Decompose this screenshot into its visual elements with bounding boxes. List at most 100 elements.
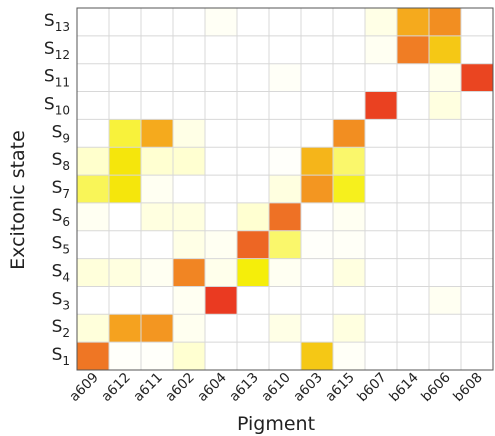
heatmap-cell-a604-S11 <box>205 63 237 92</box>
y-tick-label: S7 <box>52 178 70 201</box>
heatmap-cell-a612-S10 <box>109 91 141 120</box>
heatmap-cell-b607-S6 <box>365 202 397 231</box>
heatmap-cell-a603-S8 <box>301 147 333 176</box>
heatmap-cell-b606-S13 <box>429 8 461 36</box>
x-tick-label: a604 <box>194 370 229 405</box>
heatmap-cell-a611-S2 <box>141 314 173 343</box>
heatmap-cell-a604-S4 <box>205 258 237 287</box>
heatmap-cell-a610-S4 <box>269 258 301 287</box>
heatmap-cell-a615-S5 <box>333 230 365 259</box>
heatmap-cell-a604-S10 <box>205 91 237 120</box>
heatmap-cell-a609-S10 <box>77 91 109 120</box>
heatmap-cell-a603-S4 <box>301 258 333 287</box>
heatmap-cell-b614-S8 <box>397 147 429 176</box>
heatmap-cell-a615-S11 <box>333 63 365 92</box>
heatmap-cell-a602-S9 <box>173 119 205 148</box>
heatmap-cell-b606-S6 <box>429 202 461 231</box>
heatmap-cell-a609-S4 <box>77 258 109 287</box>
heatmap-cell-a610-S5 <box>269 230 301 259</box>
heatmap-cell-a610-S13 <box>269 8 301 36</box>
heatmap-cell-b614-S6 <box>397 202 429 231</box>
heatmap-cell-b606-S4 <box>429 258 461 287</box>
heatmap-cell-a613-S6 <box>237 202 269 231</box>
heatmap-cell-a611-S12 <box>141 35 173 64</box>
heatmap-cell-b614-S1 <box>397 342 429 370</box>
heatmap-cell-b607-S11 <box>365 63 397 92</box>
heatmap-cell-b608-S4 <box>461 258 493 287</box>
heatmap-cell-b608-S10 <box>461 91 493 120</box>
heatmap-cell-a609-S12 <box>77 35 109 64</box>
heatmap-cell-a609-S9 <box>77 119 109 148</box>
heatmap-cell-a609-S11 <box>77 63 109 92</box>
heatmap-cell-b606-S1 <box>429 342 461 370</box>
heatmap-cell-b608-S8 <box>461 147 493 176</box>
heatmap-cell-b614-S13 <box>397 8 429 36</box>
heatmap-cell-a615-S2 <box>333 314 365 343</box>
heatmap-cell-a615-S7 <box>333 175 365 203</box>
heatmap-cell-a613-S9 <box>237 119 269 148</box>
heatmap-cell-b606-S11 <box>429 63 461 92</box>
x-tick-label: b607 <box>354 370 390 406</box>
x-tick-label: a613 <box>226 370 261 405</box>
heatmap-cell-a609-S8 <box>77 147 109 176</box>
heatmap-cell-b607-S9 <box>365 119 397 148</box>
heatmap-cell-b614-S2 <box>397 314 429 343</box>
heatmap-cell-a612-S11 <box>109 63 141 92</box>
x-tick-label: b608 <box>450 370 486 406</box>
heatmap-cell-a610-S12 <box>269 35 301 64</box>
heatmap-cell-b614-S4 <box>397 258 429 287</box>
heatmap-cell-b608-S1 <box>461 342 493 370</box>
heatmap-cell-a613-S1 <box>237 342 269 370</box>
heatmap-cell-a602-S2 <box>173 314 205 343</box>
heatmap-cell-a615-S13 <box>333 8 365 36</box>
heatmap-cell-a609-S13 <box>77 8 109 36</box>
x-tick-label: b606 <box>418 370 454 406</box>
heatmap-cell-b606-S7 <box>429 175 461 203</box>
heatmap-cell-a615-S8 <box>333 147 365 176</box>
heatmap-cell-a603-S5 <box>301 230 333 259</box>
heatmap-cell-a610-S8 <box>269 147 301 176</box>
heatmap-cell-a615-S12 <box>333 35 365 64</box>
heatmap-cell-b614-S3 <box>397 286 429 315</box>
heatmap-cell-b607-S4 <box>365 258 397 287</box>
heatmap-cell-a610-S6 <box>269 202 301 231</box>
y-tick-label: S1 <box>52 345 70 368</box>
heatmap-cell-a612-S13 <box>109 8 141 36</box>
y-axis-title: Excitonic state <box>7 130 29 270</box>
heatmap-cell-b608-S6 <box>461 202 493 231</box>
heatmap-cell-a602-S6 <box>173 202 205 231</box>
heatmap-cell-a613-S10 <box>237 91 269 120</box>
heatmap-cell-a613-S5 <box>237 230 269 259</box>
heatmap-cell-b607-S12 <box>365 35 397 64</box>
heatmap-cell-a615-S10 <box>333 91 365 120</box>
heatmap-cell-a612-S5 <box>109 230 141 259</box>
heatmap-cell-b607-S10 <box>365 91 397 120</box>
heatmap-cell-a612-S6 <box>109 202 141 231</box>
heatmap-cell-a610-S10 <box>269 91 301 120</box>
y-tick-label: S12 <box>44 39 70 62</box>
heatmap-cell-a612-S8 <box>109 147 141 176</box>
heatmap-cell-b607-S13 <box>365 8 397 36</box>
heatmap-cell-b607-S5 <box>365 230 397 259</box>
heatmap-cell-a603-S9 <box>301 119 333 148</box>
heatmap-cell-a602-S7 <box>173 175 205 203</box>
heatmap-cell-a602-S10 <box>173 91 205 120</box>
heatmap-cell-a604-S13 <box>205 8 237 36</box>
heatmap-cell-a611-S9 <box>141 119 173 148</box>
y-tick-label: S8 <box>52 150 70 173</box>
heatmap-cell-a603-S12 <box>301 35 333 64</box>
x-tick-label: a615 <box>322 370 357 405</box>
heatmap-cell-a612-S12 <box>109 35 141 64</box>
heatmap-cell-a611-S3 <box>141 286 173 315</box>
heatmap-cell-b606-S10 <box>429 91 461 120</box>
heatmap-cell-a612-S1 <box>109 342 141 370</box>
heatmap-cell-a609-S6 <box>77 202 109 231</box>
heatmap-cell-a602-S8 <box>173 147 205 176</box>
x-tick-label: a610 <box>258 370 293 405</box>
plot-frame <box>76 7 494 371</box>
heatmap-cell-a610-S7 <box>269 175 301 203</box>
heatmap-cell-a603-S11 <box>301 63 333 92</box>
heatmap-cell-b606-S12 <box>429 35 461 64</box>
heatmap-cell-b614-S9 <box>397 119 429 148</box>
